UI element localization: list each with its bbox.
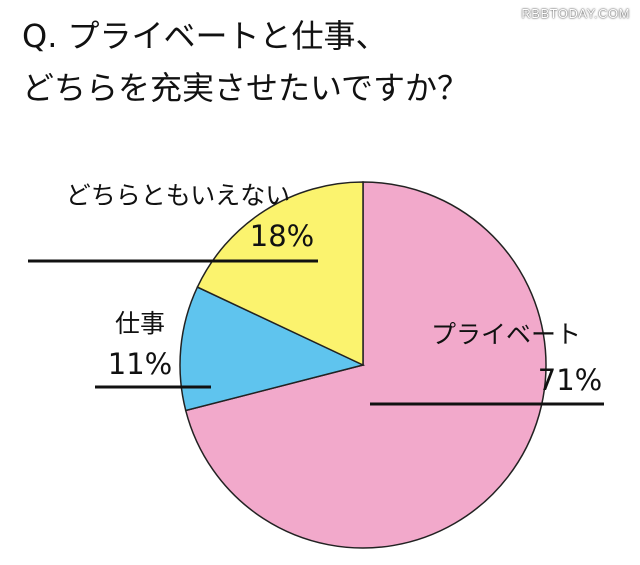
pie-slice xyxy=(184,181,547,549)
slice-label: 仕事 xyxy=(115,309,165,338)
watermark: RBBTODAY.COM xyxy=(521,6,630,21)
slice-value-label: 18% xyxy=(250,219,314,253)
pie-slice xyxy=(179,286,366,412)
title-line-1: Q. プライベートと仕事、 xyxy=(22,17,388,55)
page-title: Q. プライベートと仕事、 どちらを充実させたいですか？ xyxy=(22,10,469,114)
title-line-2: どちらを充実させたいですか？ xyxy=(22,69,470,107)
slice-value-label: 11% xyxy=(108,347,172,381)
slice-label: どちらともいえない xyxy=(66,181,291,210)
slice-value-label: 71% xyxy=(538,363,602,397)
slice-label: プライベート xyxy=(431,320,581,349)
pie-slice xyxy=(196,181,364,367)
